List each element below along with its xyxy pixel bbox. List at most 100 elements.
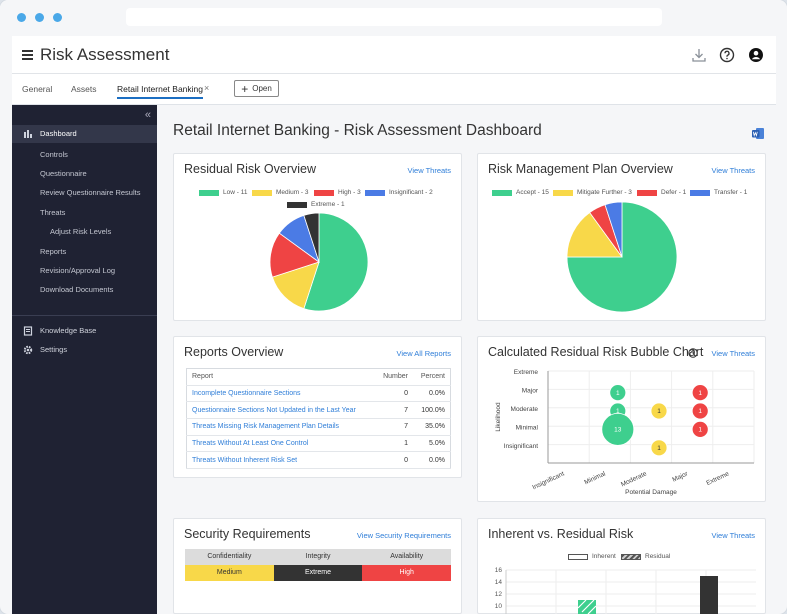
bubble-point[interactable] [691, 402, 709, 420]
help-icon[interactable] [688, 348, 698, 358]
sidebar-item-review-questionnaire-results[interactable]: Review Questionnaire Results [40, 188, 141, 197]
report-link[interactable]: Threats Without At Least One Control [186, 435, 376, 453]
report-link[interactable]: Threats Missing Risk Management Plan Det… [186, 418, 376, 436]
legend-label: Transfer - 1 [714, 189, 748, 196]
report-link[interactable]: Incomplete Questionnaire Sections [186, 385, 376, 403]
column-header-availability: Availability [390, 553, 424, 560]
legend-label: Extreme - 1 [311, 201, 345, 208]
view-threats-link[interactable]: View Threats [407, 166, 452, 175]
legend-label: Medium - 3 [276, 189, 309, 196]
y-tick-label: Major [522, 388, 539, 395]
window-dot[interactable] [53, 13, 62, 22]
view-threats-link[interactable]: View Threats [711, 531, 756, 540]
table-row: Threats Without At Least One Control 1 5… [186, 435, 451, 453]
bubble-point[interactable] [609, 384, 627, 402]
column-header-confidentiality: Confidentiality [207, 553, 252, 560]
report-link[interactable]: Threats Without Inherent Risk Set [186, 451, 376, 470]
sidebar-item-label: Knowledge Base [40, 326, 97, 335]
browser-titlebar [0, 0, 787, 36]
sidebar-item-adjust-risk-levels[interactable]: Adjust Risk Levels [50, 227, 112, 236]
report-percent: 0.0% [413, 451, 451, 470]
dashboard-icon [24, 130, 32, 138]
pie-slice-extreme[interactable] [303, 212, 320, 263]
report-number: 1 [375, 435, 413, 453]
sidebar-item-threats[interactable]: Threats [40, 208, 66, 217]
x-tick-label: Insignificant [531, 470, 565, 491]
download-icon[interactable] [691, 47, 707, 63]
word-export-icon[interactable] [752, 127, 764, 140]
table-header-row: Confidentiality Integrity Availability [185, 549, 451, 565]
report-number: 0 [375, 451, 413, 470]
sidebar-item-download-documents[interactable]: Download Documents [40, 285, 114, 294]
y-tick-label: Minimal [516, 424, 539, 431]
table-header-row: Report Number Percent [186, 368, 451, 386]
legend-item: Defer - 1 [637, 189, 686, 196]
bubble-point[interactable] [601, 413, 635, 446]
help-icon[interactable] [719, 47, 735, 63]
bubble-point[interactable] [650, 402, 668, 420]
report-number: 0 [375, 385, 413, 403]
sidebar-item-label: Settings [40, 345, 68, 354]
legend-item: Extreme - 1 [287, 201, 345, 208]
pie-slice-mitigate-further[interactable] [566, 211, 623, 258]
report-number: 7 [375, 418, 413, 436]
bar-hatch [577, 599, 597, 614]
sidebar-item-questionnaire[interactable]: Questionnaire [40, 169, 87, 178]
view-security-requirements-link[interactable]: View Security Requirements [356, 531, 451, 540]
legend-label: High - 3 [338, 189, 361, 196]
legend-item: Accept - 15 [492, 189, 549, 196]
x-axis-title: Potential Damage [625, 489, 677, 496]
column-header-integrity: Integrity [305, 553, 331, 560]
sidebar-divider [12, 315, 157, 316]
confidentiality-value: Medium [185, 565, 274, 581]
report-link[interactable]: Questionnaire Sections Not Updated in th… [186, 401, 376, 420]
inherent-vs-residual-card: Inherent vs. Residual Risk View Threats … [477, 518, 766, 614]
bubble-point[interactable] [691, 384, 709, 402]
column-header-number: Number [375, 368, 413, 386]
bubble-chart-card: Calculated Residual Risk Bubble Chart Vi… [477, 336, 766, 502]
sidebar-item-settings[interactable]: Settings [23, 345, 68, 355]
address-bar[interactable] [126, 8, 662, 26]
sidebar-item-controls[interactable]: Controls [40, 150, 68, 159]
pie-slice-low[interactable] [303, 212, 369, 312]
y-tick-label: Extreme [514, 369, 539, 376]
sidebar-item-dashboard[interactable]: Dashboard [12, 125, 157, 143]
tab-retail-internet-banking[interactable]: Retail Internet Banking [117, 84, 203, 99]
legend-item: Inherent [568, 553, 616, 560]
tab-assets[interactable]: Assets [71, 84, 97, 94]
y-tick-label: Moderate [511, 406, 539, 413]
sidebar-item-reports[interactable]: Reports [40, 247, 67, 256]
table-row: Incomplete Questionnaire Sections 0 0.0% [186, 385, 451, 403]
close-tab-icon[interactable]: × [204, 83, 210, 93]
sidebar-item-revision-approval-log[interactable]: Revision/Approval Log [40, 266, 116, 275]
open-button-label: Open [252, 84, 272, 93]
bubble-point[interactable] [691, 421, 709, 438]
risk-management-plan-card: Risk Management Plan Overview View Threa… [477, 153, 766, 321]
report-percent: 0.0% [413, 385, 451, 403]
collapse-sidebar-icon[interactable]: « [144, 109, 151, 121]
menu-icon[interactable] [22, 50, 33, 60]
sidebar-item-knowledge-base[interactable]: Knowledge Base [23, 326, 97, 336]
pie-slice-transfer[interactable] [604, 201, 623, 258]
bubble-point[interactable] [650, 439, 668, 457]
account-icon[interactable] [748, 47, 764, 63]
view-threats-link[interactable]: View Threats [711, 349, 756, 358]
security-requirements-card: Security Requirements View Security Requ… [173, 518, 462, 614]
view-threats-link[interactable]: View Threats [711, 166, 756, 175]
bubble-value-label: 1 [698, 390, 702, 397]
report-percent: 100.0% [413, 401, 451, 420]
column-header-report: Report [186, 368, 376, 386]
card-title: Residual Risk Overview [184, 162, 316, 176]
view-all-reports-link[interactable]: View All Reports [396, 349, 451, 358]
y-tick-label: Insignificant [504, 443, 539, 450]
legend-item: Mitigate Further - 3 [553, 189, 632, 196]
y-tick-label: 10 [495, 603, 503, 610]
window-dot[interactable] [17, 13, 26, 22]
tab-general[interactable]: General [22, 84, 53, 94]
window-dot[interactable] [35, 13, 44, 22]
card-title: Inherent vs. Residual Risk [488, 527, 634, 541]
legend-item: Insignificant - 2 [365, 189, 433, 196]
open-button[interactable]: + Open [234, 80, 279, 97]
y-tick-label: 14 [495, 579, 503, 586]
